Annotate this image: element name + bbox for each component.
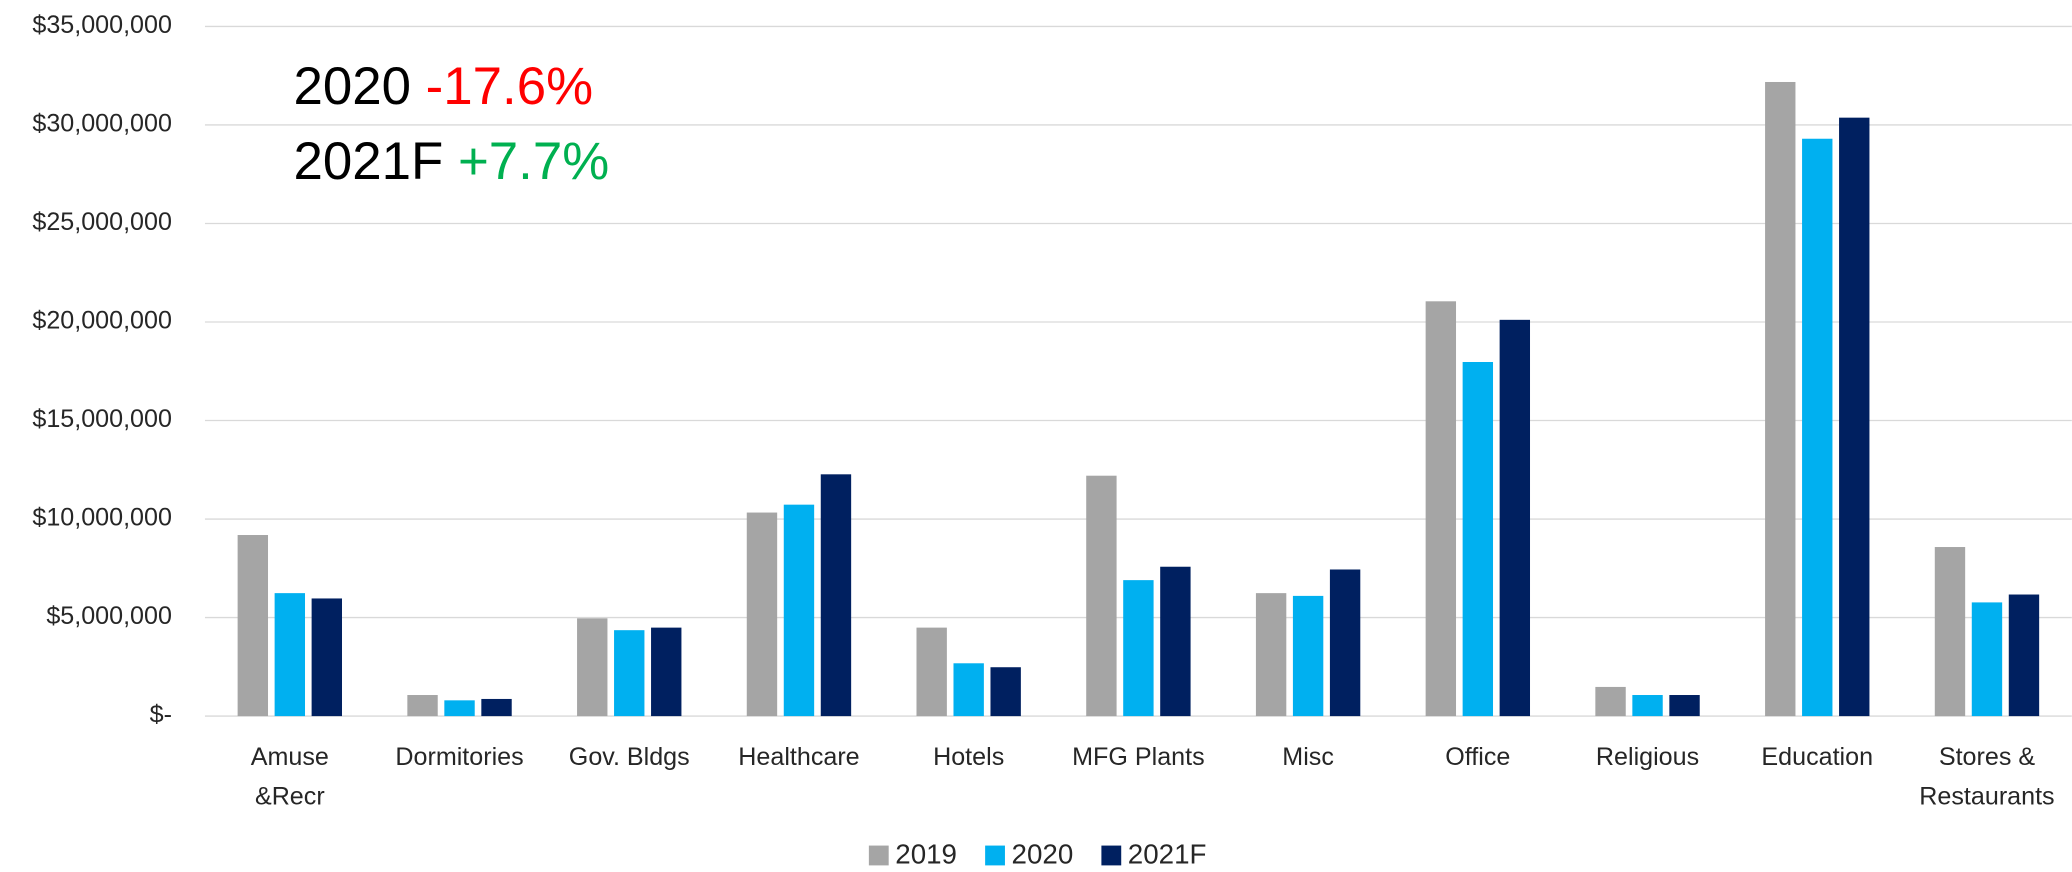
bar: [990, 667, 1021, 717]
y-tick-label: $-: [150, 701, 172, 729]
y-tick-label: $30,000,000: [32, 110, 172, 138]
bar: [1160, 566, 1191, 717]
y-tick-label: $10,000,000: [32, 504, 172, 532]
x-tick-label: Gov. Bldgs: [569, 743, 690, 771]
annotation-label: 2020: [293, 57, 411, 116]
y-tick-label: $5,000,000: [46, 602, 172, 630]
bar: [1086, 475, 1117, 717]
bar: [1123, 580, 1154, 717]
x-tick-label: Religious: [1596, 743, 1699, 771]
bar: [274, 593, 306, 717]
x-tick-label: Office: [1445, 743, 1510, 771]
bar: [614, 630, 645, 717]
legend-swatch: [985, 845, 1005, 866]
bar: [1595, 686, 1626, 717]
legend-label: 2019: [895, 838, 957, 869]
bar: [237, 535, 269, 717]
bar: [1632, 695, 1663, 717]
legend-label: 2020: [1012, 838, 1074, 869]
bar: [2008, 594, 2040, 717]
bar: [651, 627, 682, 717]
annotation-change: -17.6%: [426, 57, 593, 116]
y-tick-label: $25,000,000: [32, 208, 172, 236]
x-tick-label: Misc: [1282, 743, 1334, 771]
bar: [1971, 602, 2003, 717]
x-tick-label: Hotels: [933, 743, 1004, 771]
x-tick-label: Education: [1761, 743, 1873, 771]
y-tick-label: $15,000,000: [32, 405, 172, 433]
x-tick-label: Restaurants: [1919, 783, 2054, 811]
annotation: 2020 -17.6%: [293, 57, 593, 116]
bar: [1802, 138, 1833, 717]
x-tick-label: MFG Plants: [1072, 743, 1204, 771]
bar: [1425, 301, 1457, 717]
annotation: 2021F +7.7%: [293, 132, 609, 191]
bar: [1934, 547, 1966, 717]
bar: [577, 618, 608, 717]
bar: [1329, 569, 1361, 717]
bar: [481, 698, 512, 717]
bar: [407, 695, 438, 717]
x-tick-label: &Recr: [255, 783, 325, 811]
bar: [746, 512, 778, 717]
bar: [783, 504, 815, 717]
bar: [1292, 595, 1324, 717]
legend-swatch: [1101, 845, 1122, 866]
bar: [1255, 593, 1287, 717]
x-tick-label: Dormitories: [395, 743, 523, 771]
bar: [1839, 117, 1870, 717]
x-tick-label: Stores &: [1939, 743, 2035, 771]
bar: [953, 663, 984, 717]
annotation-label: 2021F: [293, 132, 443, 191]
y-tick-label: $20,000,000: [32, 307, 172, 335]
bar: [1462, 361, 1494, 717]
bar: [311, 598, 343, 717]
bar: [916, 627, 947, 717]
legend: 2019 2020 2021F: [868, 838, 1207, 869]
legend-label: 2021F: [1128, 838, 1207, 869]
y-tick-label: $35,000,000: [32, 11, 172, 39]
x-tick-label: Amuse: [251, 743, 329, 771]
bar: [1669, 695, 1700, 717]
bar: [820, 474, 852, 717]
bar: [1765, 81, 1796, 717]
legend-swatch: [868, 845, 889, 866]
annotation-change: +7.7%: [458, 132, 609, 191]
bar: [444, 700, 475, 717]
x-tick-label: Healthcare: [738, 743, 859, 771]
bar: [1499, 319, 1531, 717]
